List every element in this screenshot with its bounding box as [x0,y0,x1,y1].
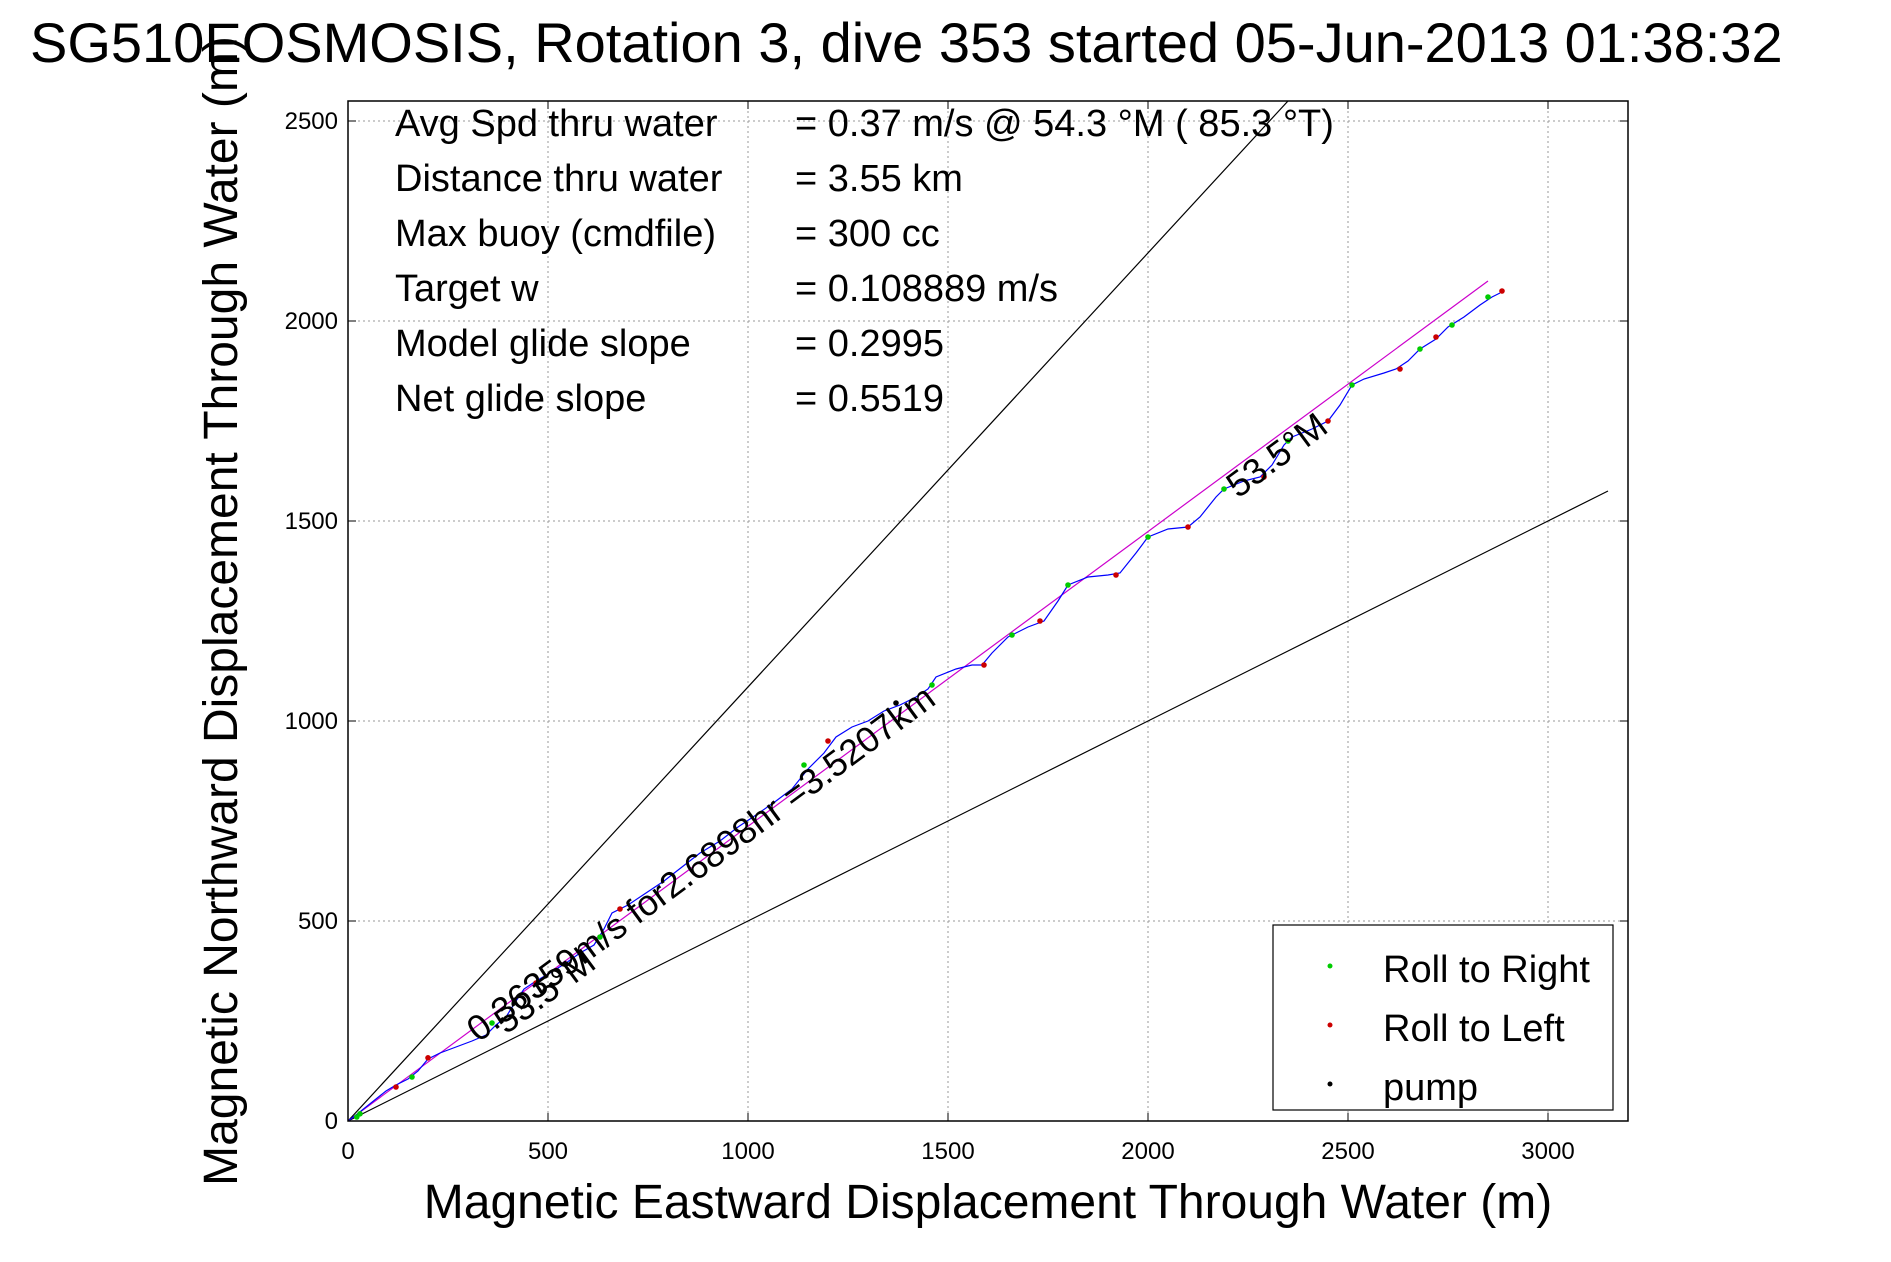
x-tick-label: 0 [341,1138,354,1165]
stat-value: = 0.37 m/s @ 54.3 °M ( 85.3 °T) [795,103,1334,145]
point-roll-to-right [1449,322,1455,328]
stat-value: = 300 cc [795,213,940,255]
stat-label: Avg Spd thru water [395,103,718,145]
reference-lines [348,101,1609,1121]
legend-label: Roll to Right [1383,949,1590,991]
chart-title: SG510EOSMOSIS, Rotation 3, dive 353 star… [30,11,1783,74]
y-tick-label: 2000 [285,308,338,335]
stat-value: = 0.108889 m/s [795,268,1058,310]
roll-points [354,288,1505,1120]
point-roll-to-right [357,1111,363,1117]
y-axis-ticks: 0 500 1000 1500 2000 2500 [285,108,1628,1135]
y-tick-label: 1500 [285,508,338,535]
point-roll-to-right [929,682,935,688]
point-roll-to-right [409,1074,415,1080]
point-roll-to-left [425,1055,431,1061]
point-roll-to-left [1037,618,1043,624]
legend-label: Roll to Left [1383,1008,1565,1050]
point-roll-to-left [617,906,623,912]
stat-label: Target w [395,268,539,310]
y-tick-label: 0 [325,1108,338,1135]
x-axis-ticks: 0 500 1000 1500 2000 2500 3000 [341,101,1575,1165]
track-line [347,292,1501,1122]
point-roll-to-right [1349,382,1355,388]
x-axis-label: Magnetic Eastward Displacement Through W… [424,1176,1552,1229]
point-roll-to-left [981,662,987,668]
y-tick-label: 500 [298,908,338,935]
y-axis-label: Magnetic Northward Displacement Through … [195,36,248,1186]
x-tick-label: 3000 [1521,1138,1574,1165]
track-layer [347,292,1501,1122]
point-roll-to-right [1285,438,1291,444]
point-roll-to-right [1221,486,1227,492]
point-roll-to-left [393,1084,399,1090]
point-roll-to-left [1185,524,1191,530]
point-roll-to-right [1485,294,1491,300]
point-roll-to-right [1417,346,1423,352]
point-roll-to-left [1433,334,1439,340]
x-tick-label: 1500 [921,1138,974,1165]
stat-label: Model glide slope [395,323,691,365]
reference-line-lower-bound [348,490,1609,1121]
x-tick-label: 2000 [1121,1138,1174,1165]
point-roll-to-right [489,1020,495,1026]
grid [348,101,1628,1121]
stat-value: = 3.55 km [795,158,963,200]
legend-box [1272,924,1614,1111]
x-tick-label: 1000 [721,1138,774,1165]
x-tick-label: 500 [528,1138,568,1165]
legend-marker [1327,1081,1333,1087]
point-roll-to-right [1065,582,1071,588]
stat-value: = 0.2995 [795,323,944,365]
annotations: 0.36359m/s for2.6898hr =3.5207km53.5°M53… [459,404,1335,1049]
point-roll-to-right [801,762,807,768]
legend-marker [1327,963,1333,969]
legend-label: pump [1383,1067,1478,1109]
point-roll-to-left [1397,366,1403,372]
point-roll-to-left [825,738,831,744]
plot-frame [347,100,1629,1122]
point-roll-to-right [1145,534,1151,540]
legend-marker [1327,1022,1333,1028]
point-roll-to-right [1009,632,1015,638]
y-tick-label: 2500 [285,108,338,135]
point-roll-to-right [597,934,603,940]
point-roll-to-left [1499,288,1505,294]
reference-line-upper-bound [348,101,1289,1121]
legend: Roll to Right Roll to Left pump [1272,924,1614,1111]
point-roll-to-left [1113,572,1119,578]
point-roll-to-left [1261,474,1267,480]
point-pump [893,700,899,706]
chart-annotation: 53.5°M [1218,404,1334,505]
stat-label: Distance thru water [395,158,723,200]
reference-line-net-heading [348,280,1489,1121]
stat-label: Max buoy (cmdfile) [395,213,716,255]
point-roll-to-left [533,980,539,986]
x-tick-label: 2500 [1321,1138,1374,1165]
point-roll-to-left [1325,418,1331,424]
stat-value: = 0.5519 [795,378,944,420]
dive-stats: Avg Spd thru water = 0.37 m/s @ 54.3 °M (… [395,103,1334,420]
y-tick-label: 1000 [285,708,338,735]
stat-label: Net glide slope [395,378,646,420]
